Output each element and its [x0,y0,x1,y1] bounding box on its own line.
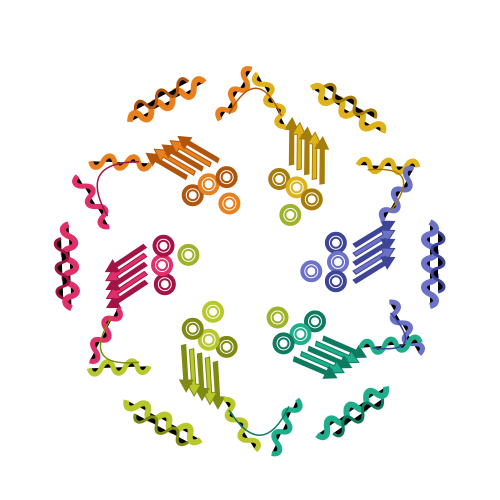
helix-end-on [272,332,295,355]
subunit-yellow-green [89,300,261,454]
helix-end-on [215,335,238,358]
side-helix [266,397,302,456]
inner-helix [218,192,241,215]
helix-end-on [215,166,238,189]
side-helix [252,71,291,130]
side-helix [215,66,257,123]
inner-helix [202,300,225,323]
subunit-gold [252,71,418,226]
loop-coil [367,168,405,212]
outer-helix-back [328,392,388,440]
helix-end-on [324,270,347,293]
inner-helix [177,243,200,266]
loop-coil [228,406,290,436]
helix-end-on [268,167,291,190]
side-helix [72,173,114,230]
loop-coil [372,312,407,350]
helix-end-on [289,323,312,346]
inner-helix [279,203,302,226]
helix-end-on [324,231,347,254]
outer-helix [314,382,390,440]
subunit-slate-blue [300,166,446,357]
loop-coil [228,87,282,116]
helix-end-on [197,173,220,196]
helix-end-on [153,273,176,296]
side-helix [91,155,151,169]
helix-end-on [181,317,204,340]
outer-helix [63,224,78,308]
subunit-teal [266,306,421,457]
subunit-magenta [53,173,200,364]
inner-helix [300,260,323,283]
helix-end-on [151,254,174,277]
loop-coil [96,160,140,217]
outer-helix [424,222,436,306]
helix-end-on [152,234,175,257]
inner-helix [266,306,289,329]
subunit-orange [91,66,257,215]
helix-end-on [327,251,349,273]
loop-coil [99,317,140,364]
helix-end-on [300,188,323,211]
